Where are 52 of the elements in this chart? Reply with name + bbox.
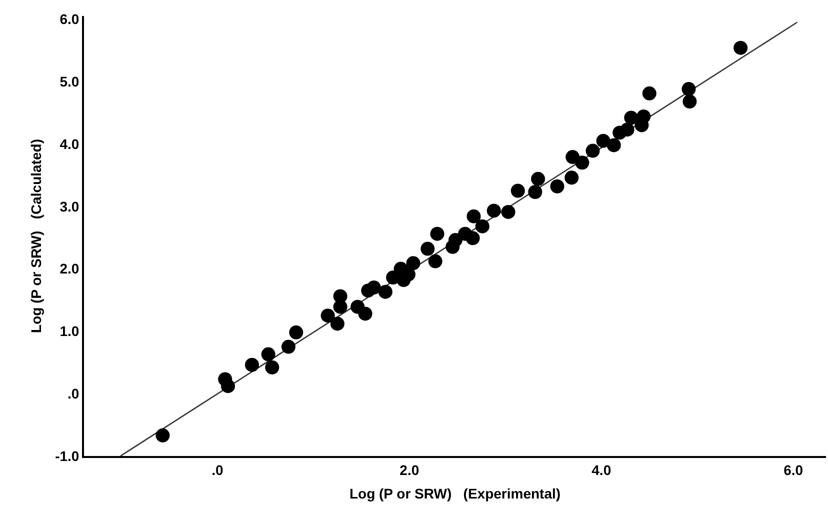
point bbox=[501, 204, 516, 219]
point bbox=[320, 308, 335, 323]
point bbox=[636, 109, 651, 124]
y-tick-label: -1.0 bbox=[55, 448, 80, 464]
y-tick-label: 1.0 bbox=[60, 323, 80, 340]
point bbox=[575, 156, 590, 170]
point bbox=[156, 428, 170, 442]
y-tick-label: 2.0 bbox=[60, 260, 80, 277]
point bbox=[586, 144, 600, 158]
y-tick-label: .0 bbox=[68, 385, 80, 402]
x-axis-title: Log (P or SRW) (Experimental) bbox=[349, 486, 561, 502]
y-tick-label: 5.0 bbox=[60, 73, 80, 90]
y-axis-title: Log (P or SRW) (Calculated) bbox=[28, 139, 44, 333]
point bbox=[428, 254, 442, 268]
point bbox=[550, 179, 564, 194]
point bbox=[734, 40, 748, 55]
point bbox=[606, 138, 621, 152]
point bbox=[624, 110, 638, 125]
point bbox=[430, 226, 444, 241]
point bbox=[265, 360, 280, 374]
point bbox=[682, 94, 697, 108]
point bbox=[510, 184, 525, 198]
point bbox=[420, 242, 435, 256]
point bbox=[366, 280, 381, 294]
point bbox=[528, 185, 542, 199]
point bbox=[330, 316, 344, 331]
point bbox=[448, 233, 462, 248]
x-tick-label: 6.0 bbox=[784, 462, 804, 478]
x-tick-label: 4.0 bbox=[592, 462, 612, 478]
point bbox=[406, 256, 420, 270]
x-tick-label: 2.0 bbox=[400, 462, 420, 478]
point bbox=[475, 219, 490, 234]
y-tick-label: 4.0 bbox=[60, 136, 80, 152]
point bbox=[486, 204, 501, 218]
y-tick-label: 3.0 bbox=[60, 198, 80, 214]
point bbox=[682, 82, 696, 96]
point bbox=[333, 300, 348, 314]
point bbox=[244, 358, 259, 372]
point bbox=[358, 306, 372, 321]
point bbox=[466, 209, 481, 224]
point bbox=[466, 231, 480, 246]
point bbox=[620, 122, 634, 137]
point bbox=[220, 379, 235, 394]
y-tick-label: 6.0 bbox=[60, 11, 80, 28]
point bbox=[564, 170, 579, 185]
point bbox=[642, 86, 656, 100]
x-tick-label: .0 bbox=[212, 462, 224, 478]
point bbox=[289, 325, 304, 340]
point bbox=[261, 347, 276, 362]
point bbox=[281, 340, 296, 354]
point bbox=[378, 284, 392, 299]
point bbox=[531, 172, 546, 186]
